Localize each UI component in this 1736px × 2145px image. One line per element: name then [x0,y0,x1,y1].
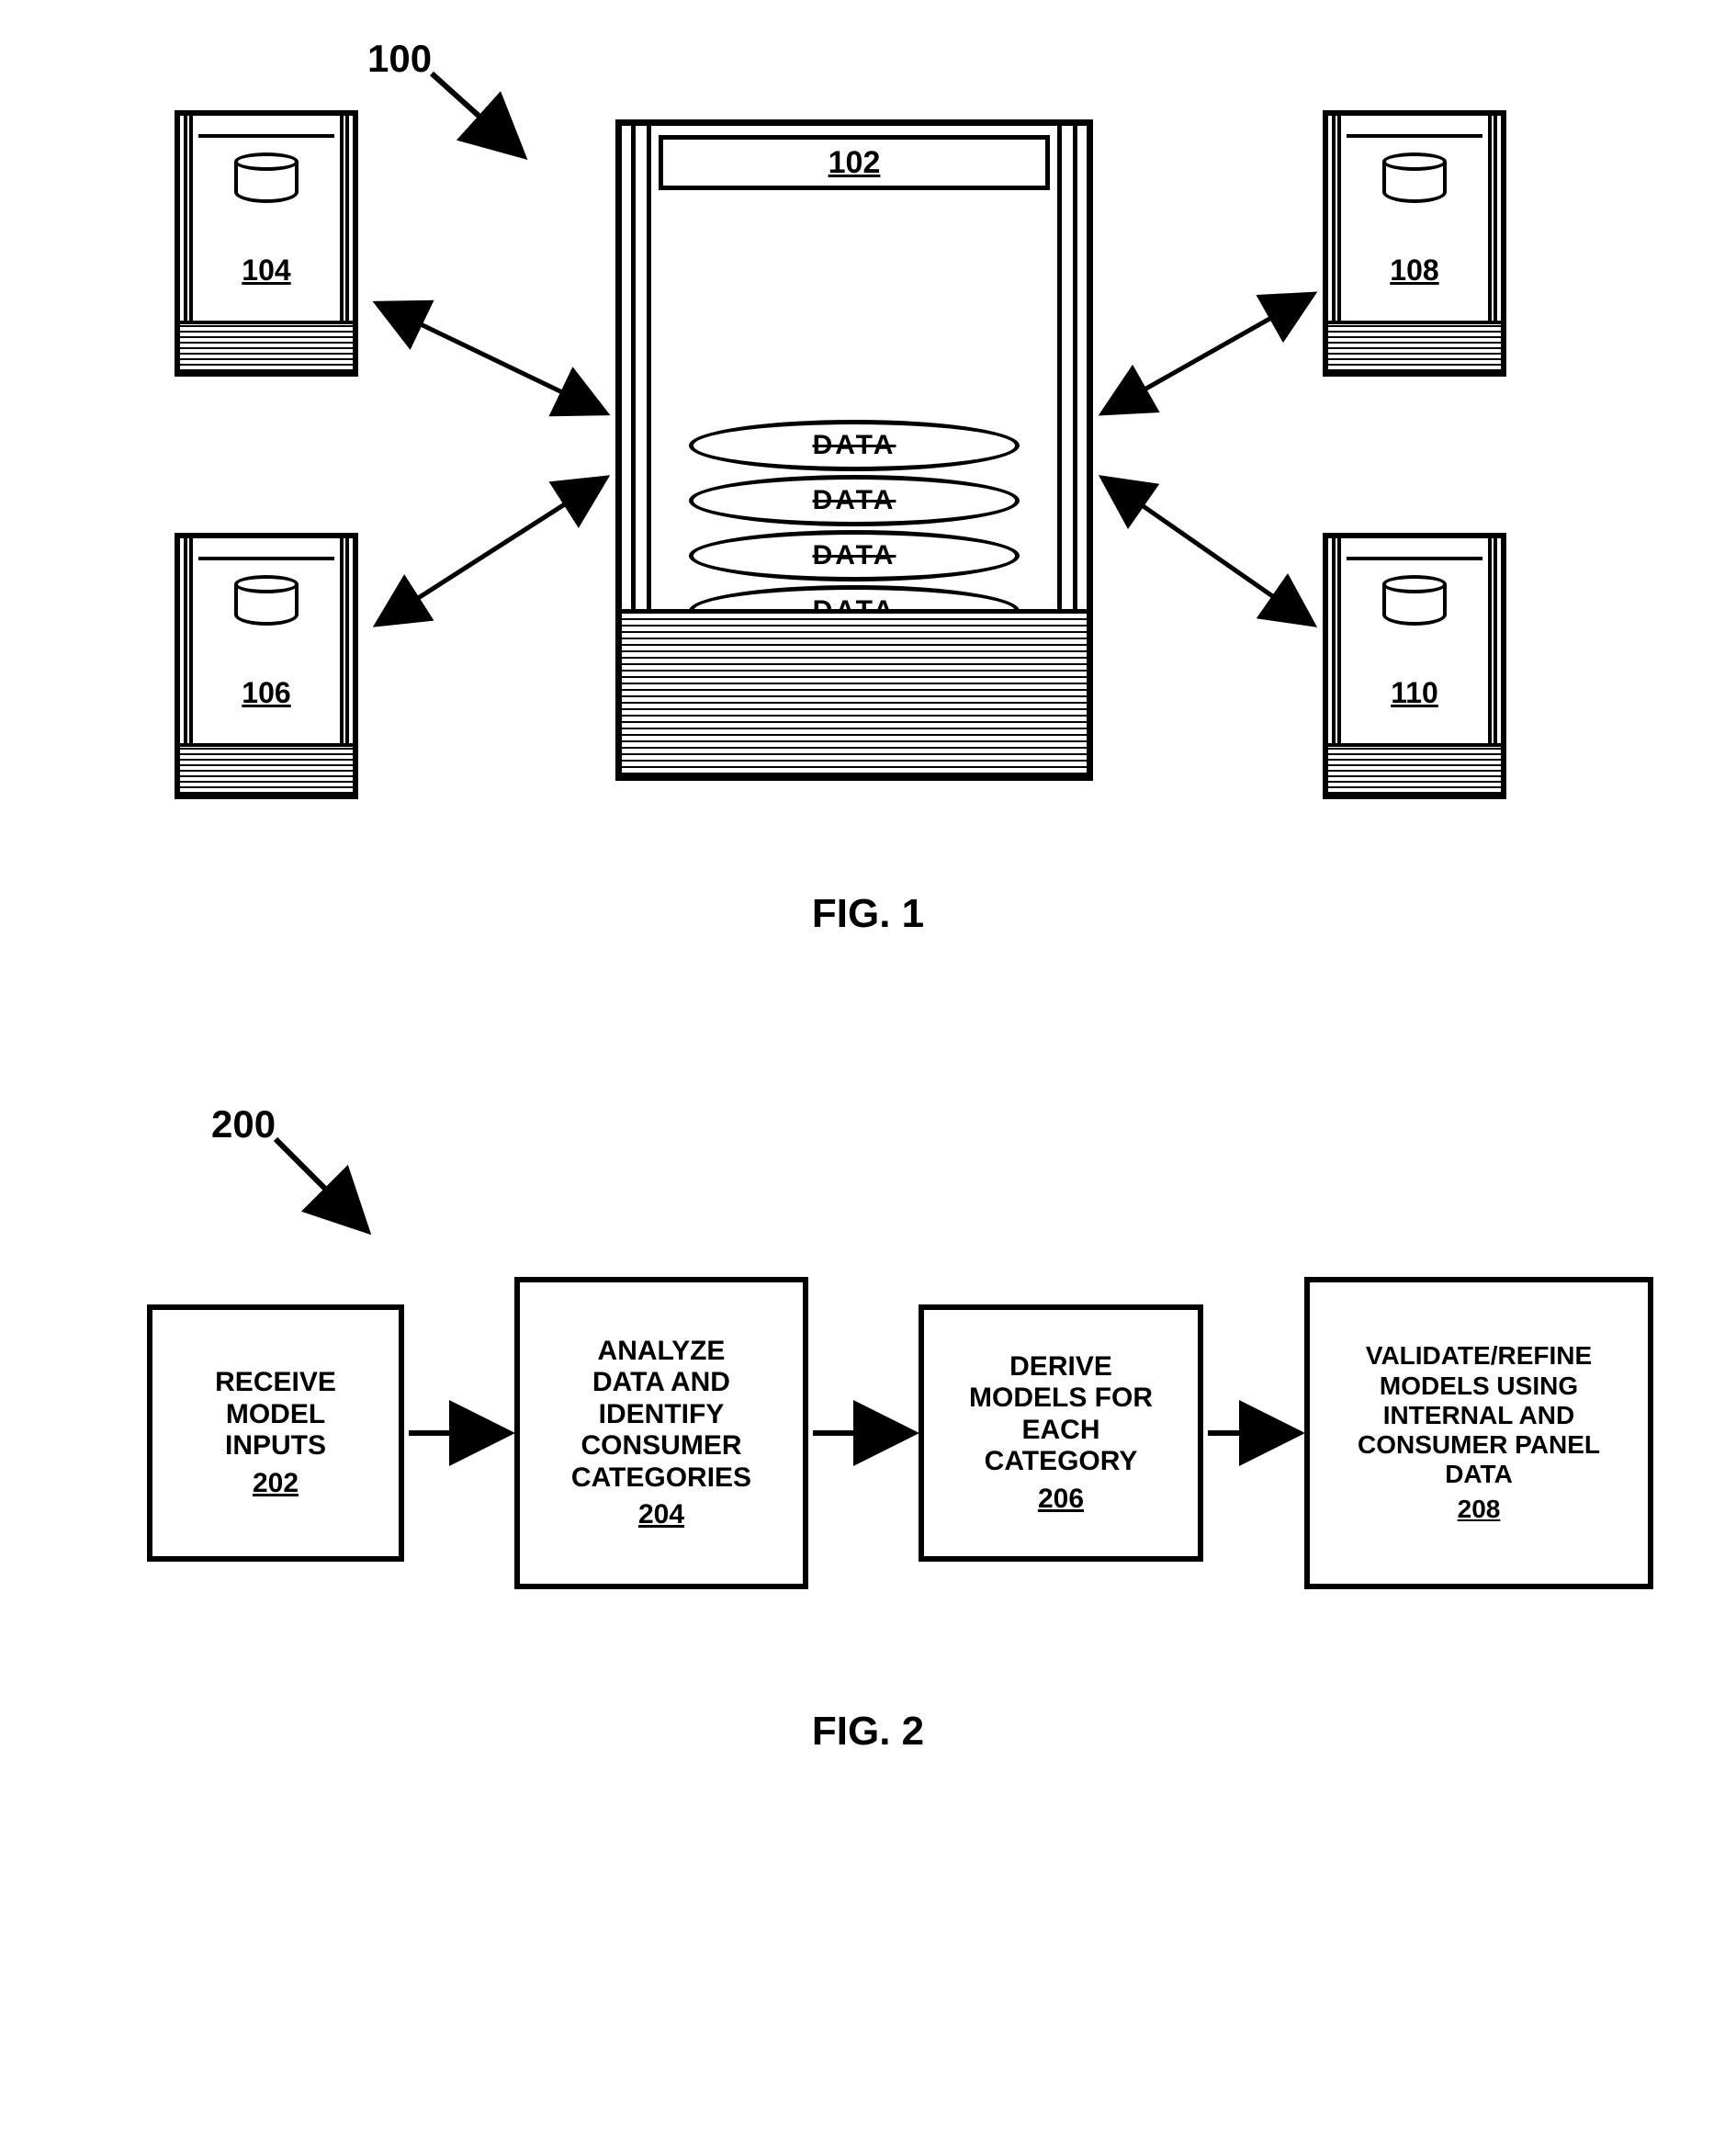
box-line: IDENTIFY [529,1399,794,1431]
box-ref: 204 [529,1499,794,1531]
box-line: DERIVE [933,1351,1189,1383]
box-line: CATEGORY [933,1446,1189,1478]
flow-step-204: ANALYZE DATA AND IDENTIFY CONSUMER CATEG… [514,1277,808,1589]
flow-step-208: VALIDATE/REFINE MODELS USING INTERNAL AN… [1304,1277,1653,1589]
database-icon: Data [1373,575,1456,649]
flow-step-202: RECEIVE MODEL INPUTS 202 [147,1304,404,1562]
fig1-ref-label: 100 [367,37,432,81]
box-line: INPUTS [162,1430,389,1462]
data-disk: DATA [689,530,1020,581]
node-ref: 108 [1328,254,1501,288]
box-ref: 202 [162,1468,389,1500]
server-node-106: Data 106 [175,533,358,799]
data-disk: DATA [689,420,1020,471]
fig1-caption: FIG. 1 [0,891,1736,937]
box-line: DATA [1319,1460,1639,1489]
hatch-fill [622,609,1087,774]
box-line: MODEL [162,1399,389,1431]
database-icon: Data [225,575,308,649]
server-node-108: Data 108 [1323,110,1506,377]
database-icon: Data [1373,152,1456,226]
server-node-110: Data 110 [1323,533,1506,799]
box-line: VALIDATE/REFINE [1319,1341,1639,1371]
box-line: ANALYZE [529,1336,794,1368]
central-server-102: 102 DATA DATA DATA DATA [615,119,1093,781]
hatch-fill [1328,743,1501,794]
box-line: INTERNAL AND [1319,1401,1639,1430]
server-node-104: Data 104 [175,110,358,377]
box-line: MODELS FOR [933,1383,1189,1415]
hatch-fill [180,743,353,794]
node-ref: 106 [180,676,353,710]
central-ref: 102 [659,135,1050,190]
box-line: RECEIVE [162,1367,389,1399]
box-line: CONSUMER [529,1430,794,1462]
box-ref: 206 [933,1484,1189,1516]
fig2-ref-label: 200 [211,1102,276,1146]
data-disk: DATA [689,475,1020,526]
diagram-canvas: 100 Data 104 Data 106 Data 108 [0,0,1736,2145]
box-line: MODELS USING [1319,1372,1639,1401]
hatch-fill [1328,321,1501,371]
node-ref: 104 [180,254,353,288]
box-line: DATA AND [529,1367,794,1399]
box-line: EACH [933,1415,1189,1447]
box-ref: 208 [1319,1495,1639,1524]
box-line: CONSUMER PANEL [1319,1430,1639,1460]
flow-step-206: DERIVE MODELS FOR EACH CATEGORY 206 [919,1304,1203,1562]
fig2-caption: FIG. 2 [0,1709,1736,1755]
database-icon: Data [225,152,308,226]
node-ref: 110 [1328,676,1501,710]
box-line: CATEGORIES [529,1462,794,1495]
hatch-fill [180,321,353,371]
